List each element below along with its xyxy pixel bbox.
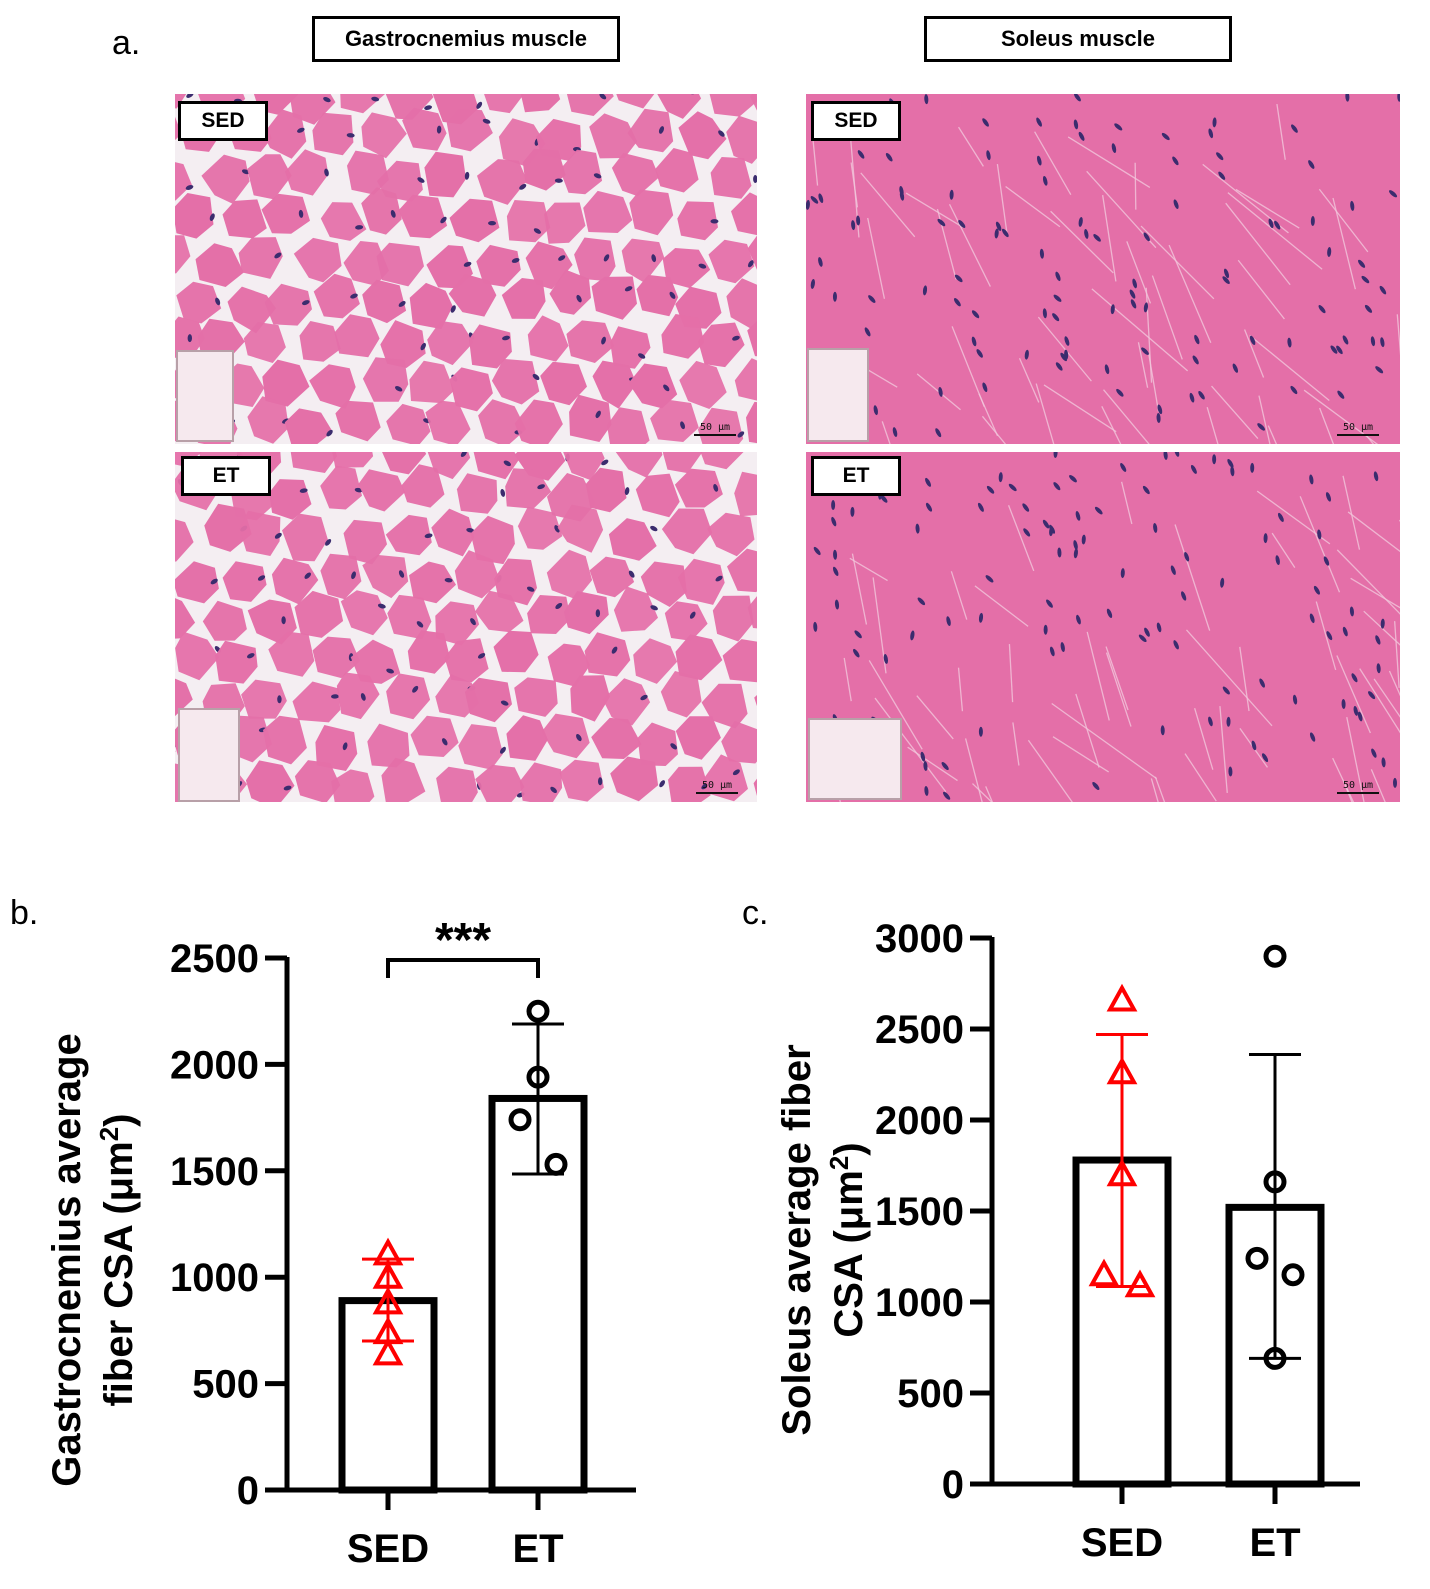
- tag-sed-soleus: SED: [811, 101, 901, 141]
- scale-bar-label: 50 μm: [699, 422, 731, 433]
- x-tick-label-sed: SED: [347, 1527, 429, 1571]
- y-tick-label: 1000: [170, 1256, 259, 1300]
- panel-a-letter: a.: [112, 24, 141, 62]
- scale-bar-soleus-et: 50 μm: [1337, 780, 1379, 794]
- tag-et-gastrocnemius: ET: [181, 456, 271, 496]
- data-point-sed: [1124, 1269, 1156, 1298]
- micrograph-gastrocnemius-et: [175, 452, 757, 802]
- data-point-sed: [1106, 1056, 1138, 1085]
- y-tick-label: 2500: [875, 1008, 964, 1052]
- x-tick-label-et: ET: [512, 1527, 563, 1571]
- y-tick-label: 1500: [875, 1190, 964, 1234]
- error-bar-et: [1249, 1052, 1301, 1360]
- significance-label: ***: [435, 914, 491, 967]
- data-point-et: [1245, 1246, 1269, 1270]
- chart-body: 0 500 1000 1500 2000 2500 SED ET *** Gastrocnemiu…: [45, 914, 636, 1571]
- inset-thumbnail-gastrocnemius-sed: [176, 350, 234, 442]
- data-point-et: [526, 1065, 550, 1089]
- scale-bar-label: 50 μm: [701, 780, 733, 791]
- y-axis-label-line2: fiber CSA (μm2): [94, 1113, 141, 1406]
- y-tick-label: 0: [237, 1469, 259, 1513]
- chart-soleus-csa: 0 500 1000 1500 2000 2500 3000 SED ET Soleus aver…: [775, 917, 1360, 1565]
- y-tick-label: 2000: [875, 1099, 964, 1143]
- panel-c-letter: c.: [742, 894, 769, 932]
- y-tick-label: 3000: [875, 917, 964, 961]
- data-point-et: [544, 1152, 568, 1176]
- y-tick-label: 500: [192, 1363, 259, 1407]
- data-point-et: [526, 999, 550, 1023]
- data-point-et: [508, 1108, 532, 1132]
- micrograph-gastrocnemius-sed: [175, 94, 757, 444]
- scale-bar-label: 50 μm: [1342, 422, 1374, 433]
- scale-bar-label: 50 μm: [1342, 780, 1374, 791]
- y-tick-label: 2000: [170, 1043, 259, 1087]
- y-axis-label-line2: CSA (μm2): [824, 1142, 871, 1337]
- gastrocnemius-title-box: Gastrocnemius muscle: [312, 16, 620, 62]
- data-point-et: [1263, 1170, 1287, 1194]
- y-tick-label: 1500: [170, 1150, 259, 1194]
- chart-body: 0 500 1000 1500 2000 2500 3000 SED ET Soleus aver…: [775, 917, 1360, 1565]
- data-point-sed: [372, 1337, 404, 1366]
- scale-bar-soleus-sed: 50 μm: [1337, 422, 1379, 436]
- inset-thumbnail-soleus-et: [808, 718, 902, 800]
- scale-bar-gastrocnemius-et: 50 μm: [696, 780, 738, 794]
- chart-gastrocnemius-csa: 0 500 1000 1500 2000 2500 SED ET *** Gastrocnemiu…: [45, 914, 636, 1571]
- y-tick-label: 0: [942, 1463, 964, 1507]
- y-axis-label-line1: Soleus average fiber: [775, 1044, 819, 1435]
- tag-et-soleus: ET: [811, 456, 901, 496]
- significance-bracket: [386, 958, 540, 978]
- micrograph-soleus-et: [806, 452, 1400, 802]
- soleus-title-box: Soleus muscle: [924, 16, 1232, 62]
- x-tick-label-sed: SED: [1081, 1521, 1163, 1565]
- inset-thumbnail-gastrocnemius-et: [178, 708, 240, 802]
- data-point-sed: [1106, 983, 1138, 1012]
- data-point-sed: [1088, 1258, 1120, 1287]
- micrograph-soleus-sed: [806, 94, 1400, 444]
- data-point-et: [1263, 1346, 1287, 1370]
- data-point-et: [1281, 1263, 1305, 1287]
- x-tick-label-et: ET: [1249, 1521, 1300, 1565]
- y-tick-label: 1000: [875, 1281, 964, 1325]
- data-point-sed: [1106, 1158, 1138, 1187]
- y-tick-label: 500: [897, 1372, 964, 1416]
- tag-sed-gastrocnemius: SED: [178, 101, 268, 141]
- data-point-sed: [372, 1286, 404, 1315]
- inset-thumbnail-soleus-sed: [807, 348, 869, 442]
- y-tick-label: 2500: [170, 937, 259, 981]
- y-axis-label-line1: Gastrocnemius average: [45, 1033, 89, 1487]
- scale-bar-gastrocnemius-sed: 50 μm: [694, 422, 736, 436]
- panel-b-letter: b.: [10, 894, 39, 932]
- data-point-et: [1263, 944, 1287, 968]
